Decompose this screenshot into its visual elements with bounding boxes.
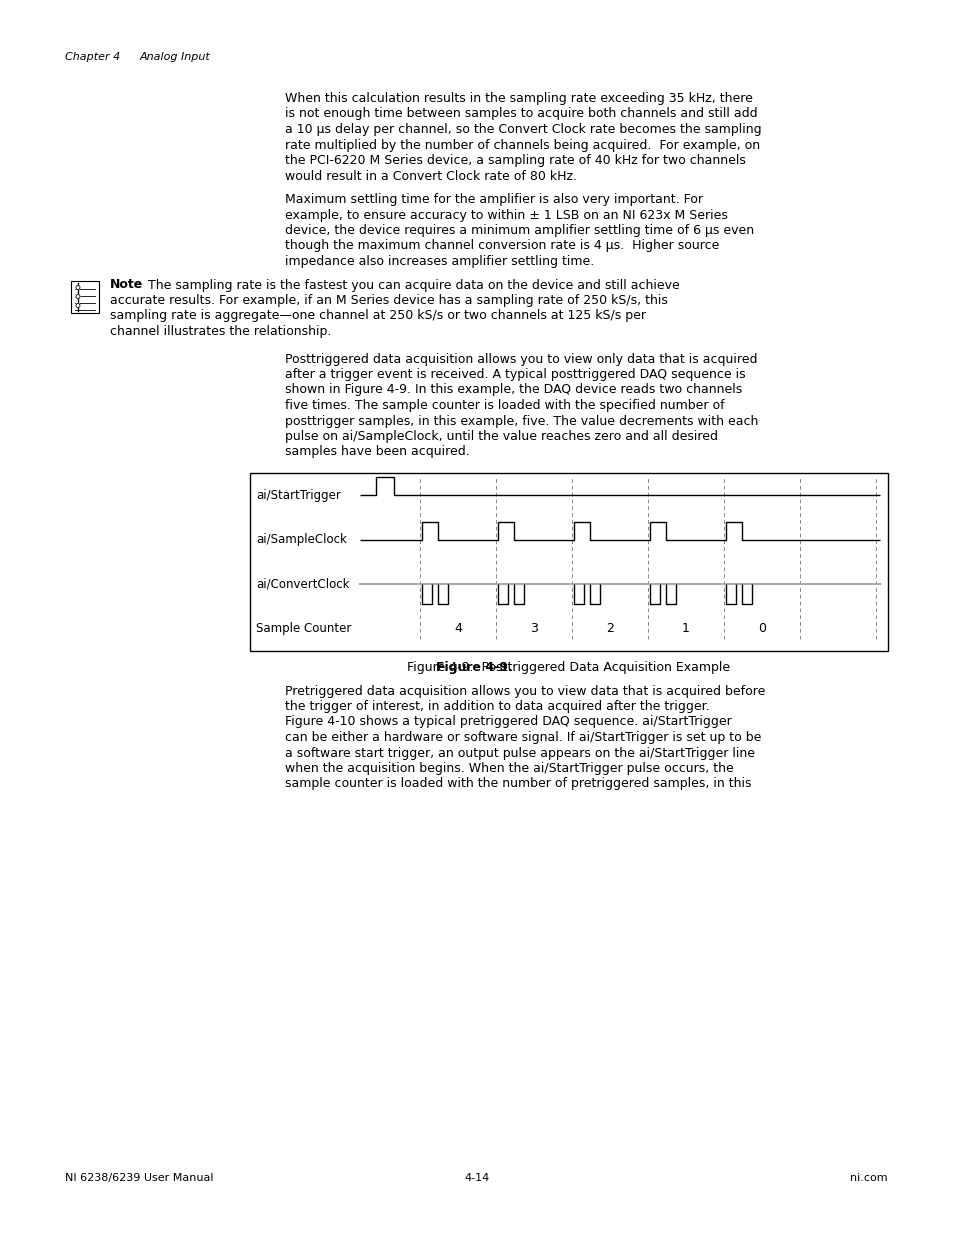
Text: When this calculation results in the sampling rate exceeding 35 kHz, there: When this calculation results in the sam… [285, 91, 752, 105]
Text: 1: 1 [681, 622, 689, 635]
Text: Figure 4-9.  Posttriggered Data Acquisition Example: Figure 4-9. Posttriggered Data Acquisiti… [407, 661, 730, 674]
Text: after a trigger event is received. A typical posttriggered DAQ sequence is: after a trigger event is received. A typ… [285, 368, 745, 382]
Text: sampling rate is aggregate—one channel at 250 kS/s or two channels at 125 kS/s p: sampling rate is aggregate—one channel a… [110, 310, 645, 322]
Text: though the maximum channel conversion rate is 4 μs.  Higher source: though the maximum channel conversion ra… [285, 240, 719, 252]
Text: Pretriggered data acquisition allows you to view data that is acquired before: Pretriggered data acquisition allows you… [285, 684, 764, 698]
Text: when the acquisition begins. When the ai/StartTrigger pulse occurs, the: when the acquisition begins. When the ai… [285, 762, 733, 776]
Text: ai/StartTrigger: ai/StartTrigger [255, 489, 340, 501]
Text: can be either a hardware or software signal. If ai/StartTrigger is set up to be: can be either a hardware or software sig… [285, 731, 760, 743]
Text: example, to ensure accuracy to within ± 1 LSB on an NI 623x M Series: example, to ensure accuracy to within ± … [285, 209, 727, 221]
Text: Chapter 4: Chapter 4 [65, 52, 120, 62]
Text: device, the device requires a minimum amplifier settling time of 6 μs even: device, the device requires a minimum am… [285, 224, 753, 237]
Text: ai/SampleClock: ai/SampleClock [255, 534, 347, 546]
Text: channel illustrates the relationship.: channel illustrates the relationship. [110, 325, 331, 338]
Text: shown in Figure 4-9. In this example, the DAQ device reads two channels: shown in Figure 4-9. In this example, th… [285, 384, 741, 396]
Text: sample counter is loaded with the number of pretriggered samples, in this: sample counter is loaded with the number… [285, 778, 751, 790]
Text: ni.com: ni.com [849, 1173, 887, 1183]
Text: five times. The sample counter is loaded with the specified number of: five times. The sample counter is loaded… [285, 399, 724, 412]
Text: Figure 4-9.: Figure 4-9. [436, 661, 513, 674]
Text: would result in a Convert Clock rate of 80 kHz.: would result in a Convert Clock rate of … [285, 169, 577, 183]
Text: Sample Counter: Sample Counter [255, 622, 351, 635]
Text: accurate results. For example, if an M Series device has a sampling rate of 250 : accurate results. For example, if an M S… [110, 294, 667, 308]
Text: The sampling rate is the fastest you can acquire data on the device and still ac: The sampling rate is the fastest you can… [140, 279, 679, 291]
Bar [250, 473, 887, 651]
Bar [71, 280, 99, 312]
Text: posttrigger samples, in this example, five. The value decrements with each: posttrigger samples, in this example, fi… [285, 415, 758, 427]
Circle shape [76, 294, 80, 299]
Text: 4-14: 4-14 [464, 1173, 489, 1183]
Text: a software start trigger, an output pulse appears on the ai/StartTrigger line: a software start trigger, an output puls… [285, 746, 754, 760]
Text: NI 6238/6239 User Manual: NI 6238/6239 User Manual [65, 1173, 213, 1183]
Text: 2: 2 [605, 622, 614, 635]
Text: ai/ConvertClock: ai/ConvertClock [255, 578, 349, 590]
Text: is not enough time between samples to acquire both channels and still add: is not enough time between samples to ac… [285, 107, 757, 121]
Text: 4: 4 [454, 622, 461, 635]
Text: the PCI-6220 M Series device, a sampling rate of 40 kHz for two channels: the PCI-6220 M Series device, a sampling… [285, 154, 745, 167]
Circle shape [76, 285, 80, 289]
Text: Posttriggered data acquisition allows you to view only data that is acquired: Posttriggered data acquisition allows yo… [285, 352, 757, 366]
Text: Figure 4-10 shows a typical pretriggered DAQ sequence. ai/StartTrigger: Figure 4-10 shows a typical pretriggered… [285, 715, 731, 729]
Text: rate multiplied by the number of channels being acquired.  For example, on: rate multiplied by the number of channel… [285, 138, 760, 152]
Text: samples have been acquired.: samples have been acquired. [285, 446, 469, 458]
Text: pulse on ai/SampleClock, until the value reaches zero and all desired: pulse on ai/SampleClock, until the value… [285, 430, 718, 443]
Circle shape [76, 304, 80, 308]
Text: a 10 μs delay per channel, so the Convert Clock rate becomes the sampling: a 10 μs delay per channel, so the Conver… [285, 124, 760, 136]
Text: Analog Input: Analog Input [140, 52, 211, 62]
Text: Maximum settling time for the amplifier is also very important. For: Maximum settling time for the amplifier … [285, 193, 702, 206]
Text: Note: Note [110, 279, 143, 291]
Text: 0: 0 [758, 622, 765, 635]
Text: the trigger of interest, in addition to data acquired after the trigger.: the trigger of interest, in addition to … [285, 700, 709, 713]
Text: impedance also increases amplifier settling time.: impedance also increases amplifier settl… [285, 254, 594, 268]
Text: 3: 3 [530, 622, 537, 635]
